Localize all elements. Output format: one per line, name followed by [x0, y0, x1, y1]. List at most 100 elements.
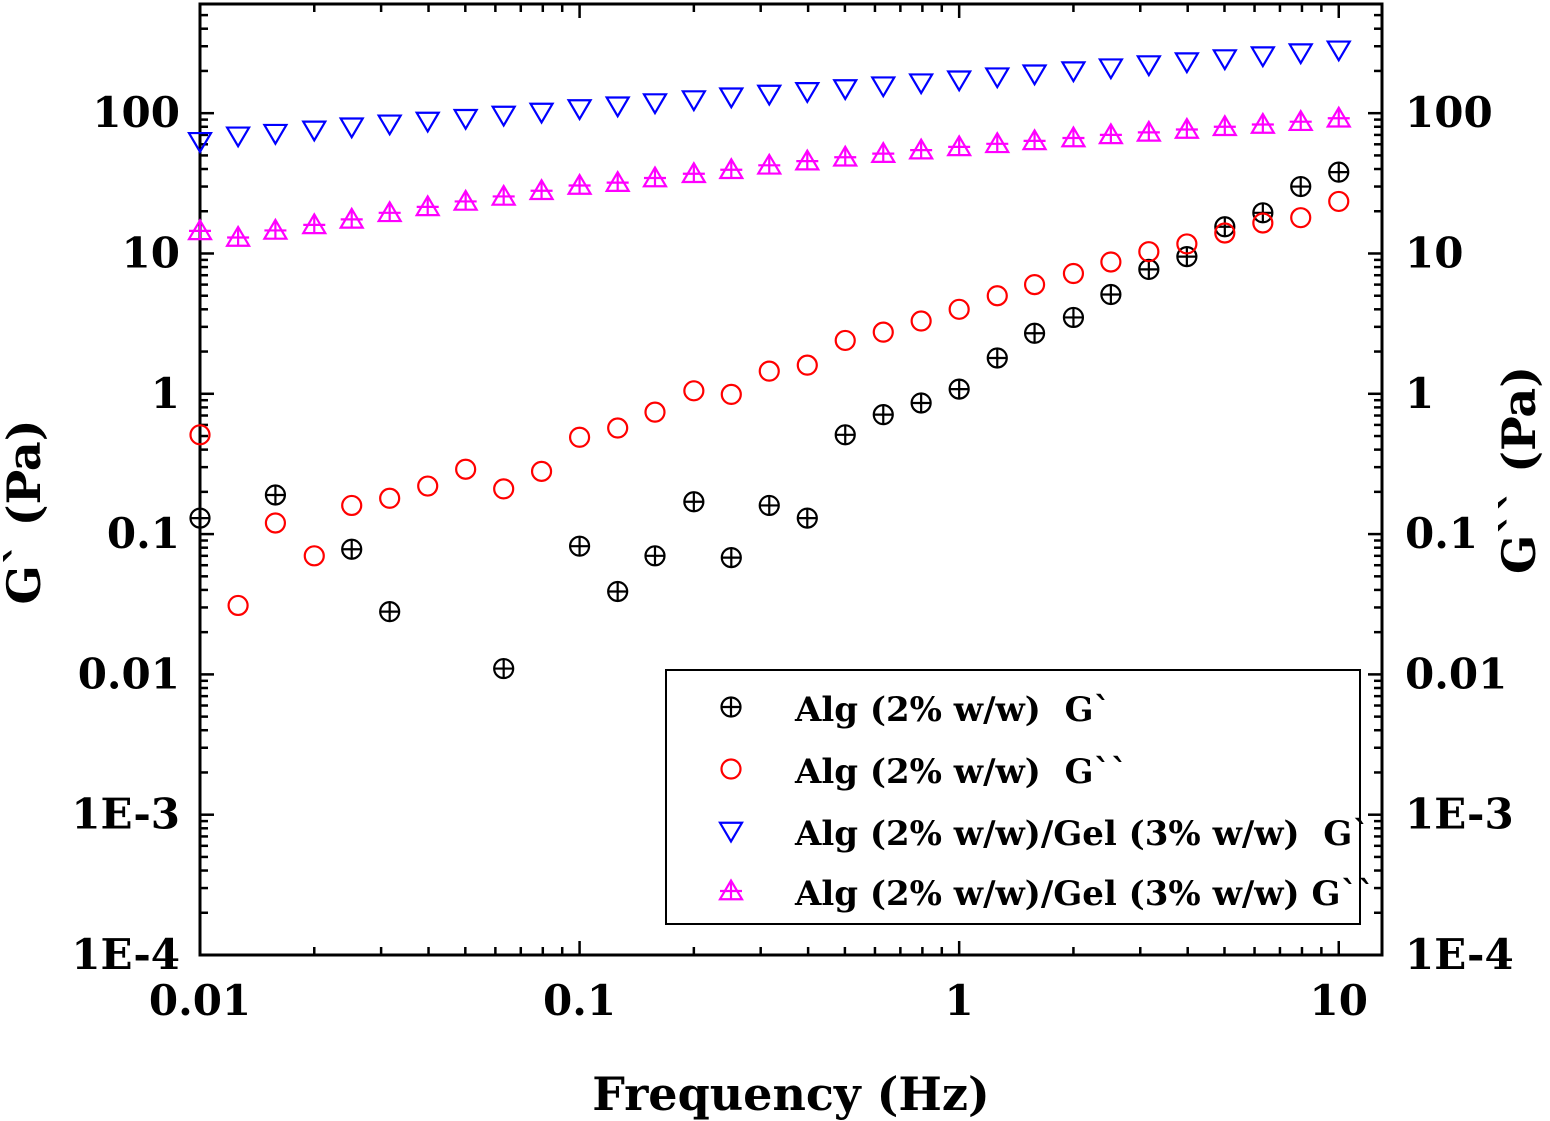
data-point-series-3 [1060, 125, 1087, 148]
data-point-series-3 [604, 169, 631, 192]
legend-label-alg-g2: Alg (2% w/w) G`` [794, 752, 1128, 792]
data-point-series-2 [490, 105, 517, 128]
data-point-series-0 [264, 484, 287, 506]
data-point-series-0 [1328, 161, 1350, 183]
data-point-series-1 [1100, 251, 1122, 273]
data-point-series-0 [644, 545, 666, 567]
data-point-series-2 [1287, 43, 1314, 66]
legend-marker-1 [720, 758, 742, 780]
data-point-series-3 [1325, 105, 1352, 128]
data-point-series-0 [683, 491, 705, 513]
data-point-series-1 [341, 494, 363, 517]
data-point-series-1 [986, 285, 1008, 307]
data-point-series-1 [948, 298, 970, 320]
legend-box [665, 669, 1361, 925]
y-tick-label-left: 0.1 [107, 509, 180, 558]
data-point-series-1 [1062, 262, 1085, 285]
data-point-series-1 [1023, 274, 1046, 296]
legend-label-alggel-g2: Alg (2% w/w)/Gel (3% w/w) G`` [794, 874, 1374, 914]
data-point-series-1 [910, 310, 932, 332]
data-point-series-3 [452, 188, 479, 211]
y-tick-label-left: 1E-3 [71, 790, 180, 839]
y-tick-label-right: 1 [1405, 369, 1434, 418]
data-point-series-1 [1138, 241, 1160, 263]
data-point-series-0 [493, 657, 515, 680]
data-point-series-2 [604, 96, 631, 119]
data-point-series-0 [189, 507, 211, 529]
data-point-series-2 [794, 82, 821, 105]
data-point-series-2 [338, 117, 365, 140]
data-point-series-3 [984, 131, 1011, 154]
x-axis-ticks: 0.01 0.1 1 10 [149, 4, 1368, 1025]
data-point-series-1 [227, 594, 249, 617]
data-point-series-1 [379, 487, 401, 509]
data-point-series-0 [872, 404, 894, 426]
data-point-series-3 [1021, 128, 1048, 151]
data-point-series-3 [301, 212, 328, 235]
data-point-series-3 [262, 217, 289, 240]
x-tick-label: 0.01 [149, 976, 251, 1025]
data-markers [187, 40, 1352, 680]
y-axis-label-left: G` (Pa) [0, 420, 51, 605]
data-point-series-3 [1173, 116, 1200, 139]
data-point-series-3 [528, 178, 555, 201]
data-point-series-3 [756, 152, 783, 175]
data-point-series-0 [910, 392, 932, 414]
data-point-series-3 [225, 224, 252, 247]
x-tick-label: 1 [945, 976, 974, 1025]
data-point-series-2 [1135, 55, 1162, 78]
data-point-series-0 [948, 378, 970, 400]
data-point-series-1 [644, 401, 666, 423]
data-point-series-2 [414, 111, 441, 134]
legend-markers [718, 696, 744, 901]
data-point-series-1 [796, 354, 818, 376]
legend-marker-2 [718, 821, 744, 844]
data-point-series-0 [720, 546, 742, 569]
data-point-series-2 [528, 102, 555, 125]
data-point-series-0 [1062, 306, 1085, 329]
data-point-series-3 [1249, 111, 1276, 134]
data-point-series-1 [872, 321, 894, 343]
y-tick-label-right: 10 [1405, 228, 1463, 277]
data-point-series-1 [1328, 190, 1350, 213]
data-point-series-3 [718, 157, 745, 180]
data-point-series-1 [1176, 233, 1198, 255]
data-point-series-2 [642, 93, 668, 116]
y-axis-label-right: G`` (Pa) [1492, 366, 1546, 574]
data-point-series-2 [1249, 46, 1276, 69]
data-point-series-1 [530, 460, 553, 482]
data-point-series-2 [946, 70, 973, 93]
data-point-series-3 [832, 144, 859, 167]
y-tick-label-right: 0.1 [1405, 509, 1478, 558]
data-point-series-0 [834, 424, 856, 446]
data-point-series-1 [1252, 212, 1274, 234]
data-point-series-1 [720, 383, 742, 405]
legend: Alg (2% w/w) G` Alg (2% w/w) G`` Alg (2%… [665, 669, 1374, 925]
legend-marker-3 [718, 878, 744, 901]
y-tick-label-left: 1E-4 [71, 930, 180, 979]
data-point-series-1 [303, 545, 325, 567]
y-tick-label-left: 10 [122, 228, 180, 277]
data-point-series-2 [376, 114, 403, 137]
data-point-series-2 [225, 126, 252, 149]
data-point-series-2 [452, 108, 479, 131]
data-point-series-2 [1211, 49, 1238, 72]
data-point-series-0 [986, 347, 1008, 369]
data-point-series-3 [376, 200, 403, 223]
data-point-series-0 [1100, 283, 1122, 306]
data-point-series-3 [908, 137, 935, 160]
data-point-series-2 [1060, 61, 1087, 84]
plot-frame [198, 2, 1384, 957]
data-point-series-1 [683, 380, 705, 402]
data-point-series-3 [642, 165, 668, 188]
data-point-series-0 [796, 507, 818, 529]
x-axis-label: Frequency (Hz) [592, 1067, 990, 1121]
x-tick-label: 10 [1310, 976, 1368, 1025]
y-tick-label-left: 0.01 [78, 649, 180, 698]
data-point-series-1 [607, 417, 629, 439]
data-point-series-2 [1097, 58, 1124, 81]
data-point-series-0 [1138, 258, 1160, 281]
data-point-series-1 [264, 512, 287, 534]
data-point-series-1 [1214, 222, 1236, 244]
